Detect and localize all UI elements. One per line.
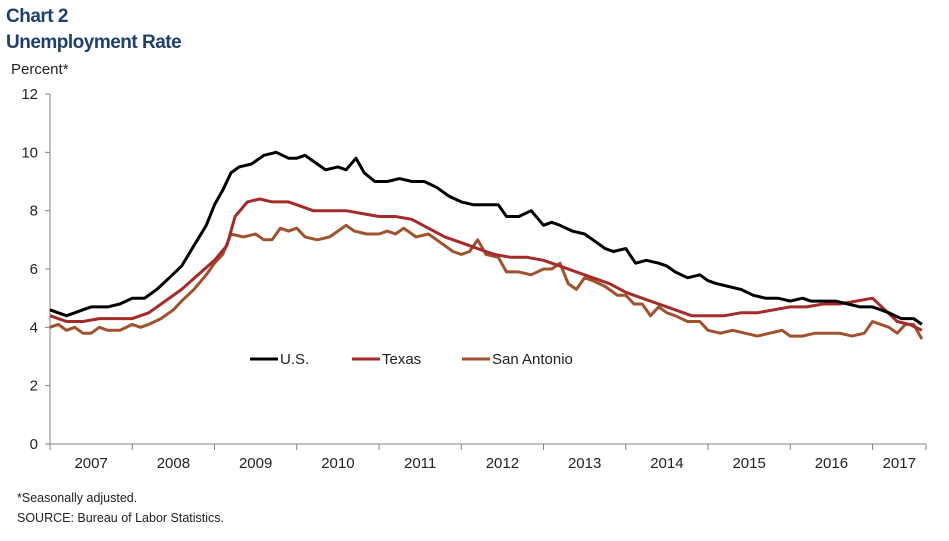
- series-line-u-s: [49, 150, 923, 326]
- y-tick-label: 12: [21, 86, 38, 103]
- x-tick-label: 2012: [486, 455, 519, 472]
- x-tick-label: 2016: [815, 455, 848, 472]
- chart-title: Unemployment Rate: [6, 32, 182, 53]
- x-tick-label: 2013: [568, 455, 601, 472]
- footnote-seasonal: *Seasonally adjusted.: [17, 491, 138, 505]
- x-tick-label: 2017: [883, 455, 916, 472]
- y-tick-label: 2: [30, 378, 38, 395]
- x-tick-label: 2015: [732, 455, 765, 472]
- legend-label-u-s: U.S.: [280, 351, 309, 368]
- y-tick-label: 10: [21, 144, 38, 161]
- y-axis-label: Percent*: [11, 61, 69, 78]
- series-group: [49, 150, 924, 340]
- legend-label-texas: Texas: [382, 351, 421, 368]
- x-tick-label: 2007: [74, 455, 107, 472]
- legend-label-san-antonio: San Antonio: [492, 351, 573, 368]
- x-tick-label: 2014: [650, 455, 683, 472]
- y-tick-label: 8: [30, 203, 38, 220]
- series-line-texas: [49, 197, 923, 332]
- axes: 0 2 4 6 8 10 12 2007 2008 2009 2010 2011 2012 2013 201…: [21, 86, 927, 472]
- title-block: Chart 2 Unemployment Rate: [6, 4, 182, 56]
- y-tick-label: 0: [30, 436, 38, 453]
- footnote-source: SOURCE: Bureau of Labor Statistics.: [17, 511, 225, 525]
- legend: U.S. Texas San Antonio: [250, 351, 573, 368]
- x-tick-label: 2010: [321, 455, 354, 472]
- series-line-san-antonio: [49, 223, 924, 340]
- y-tick-label: 6: [30, 261, 38, 278]
- chart-label: Chart 2: [6, 6, 68, 27]
- footnotes: *Seasonally adjusted. SOURCE: Bureau of …: [17, 488, 224, 528]
- x-tick-label: 2009: [239, 455, 272, 472]
- y-tick-label: 4: [30, 319, 38, 336]
- x-tick-label: 2011: [404, 455, 436, 472]
- x-tick-label: 2008: [157, 455, 190, 472]
